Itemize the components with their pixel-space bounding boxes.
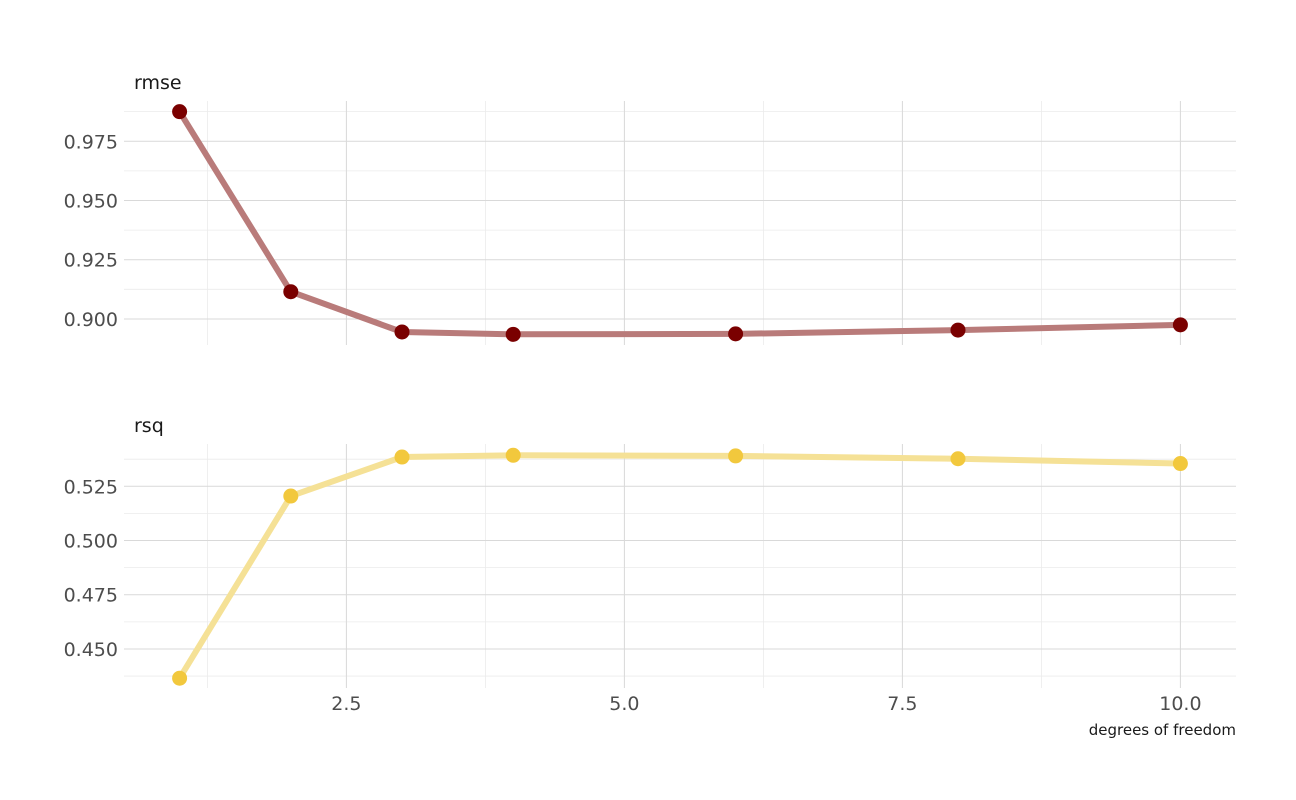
x-tick-label: 7.5 xyxy=(887,693,917,715)
data-point-rmse xyxy=(728,326,744,342)
data-point-rsq xyxy=(172,670,188,686)
x-axis: 2.5 5.0 7.5 10.0 xyxy=(331,693,1201,715)
data-point-rmse xyxy=(505,326,521,342)
y-tick-label: 0.450 xyxy=(64,639,118,661)
data-point-rsq xyxy=(283,488,299,504)
data-point-rmse xyxy=(394,324,410,340)
x-axis-title: degrees of freedom xyxy=(1089,721,1236,739)
y-tick-label: 0.900 xyxy=(64,309,118,331)
series-line-rmse xyxy=(176,108,1184,338)
y-tick-label: 0.500 xyxy=(64,531,118,553)
x-tick-label: 2.5 xyxy=(331,693,361,715)
data-point-rmse xyxy=(172,104,188,120)
x-tick-label: 10.0 xyxy=(1159,693,1201,715)
y-tick-label: 0.525 xyxy=(64,476,118,498)
data-point-rsq xyxy=(505,447,521,463)
data-point-rmse xyxy=(283,284,299,300)
data-point-rsq xyxy=(728,448,744,464)
facet-title-rsq: rsq xyxy=(134,415,164,437)
x-tick-label: 5.0 xyxy=(609,693,639,715)
data-point-rsq xyxy=(394,449,410,465)
y-tick-label: 0.475 xyxy=(64,585,118,607)
facet-title-rmse: rmse xyxy=(134,72,182,94)
data-point-rsq xyxy=(950,451,966,467)
data-point-rmse xyxy=(1172,317,1188,333)
data-point-rmse xyxy=(950,322,966,338)
y-tick-label: 0.925 xyxy=(64,250,118,272)
data-point-rsq xyxy=(1172,456,1188,472)
y-tick-label: 0.975 xyxy=(64,131,118,153)
y-tick-label: 0.950 xyxy=(64,190,118,212)
panel-rsq: 0.450 0.475 0.500 0.525 rsq xyxy=(64,415,1236,688)
series-line-rsq xyxy=(176,452,1184,682)
panel-rmse: 0.900 0.925 0.950 0.975 rmse xyxy=(64,72,1236,345)
